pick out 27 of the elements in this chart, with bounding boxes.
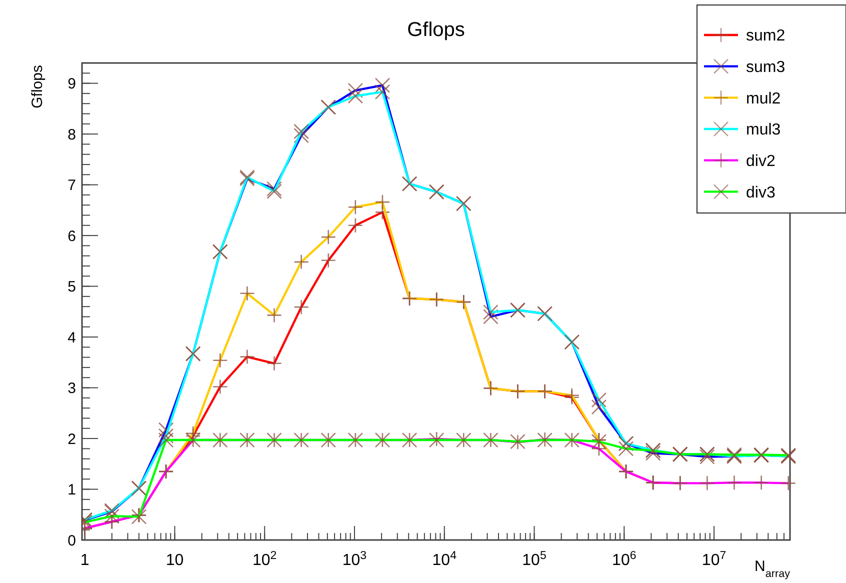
x-tick-label: 10$^{7}$ [702,550,726,569]
x-tick-label: 10$^{4}$ [432,550,458,569]
chart-title: Gflops [407,19,465,41]
y-tick-label: 4 [68,329,76,346]
y-tick-label: 3 [68,380,76,398]
x-tick-label: 1 [80,552,90,569]
y-tick-label: 8 [68,126,76,144]
y-tick-label: 9 [68,76,76,93]
legend-label: mul3 [746,122,781,139]
x-axis-title: N$_{array}$ [754,558,791,580]
y-tick-label: 6 [68,228,76,245]
y-tick-label: 5 [68,278,76,296]
legend-label: sum2 [746,28,786,45]
x-tick-label: 10$^{3}$ [342,550,367,569]
legend-label: sum3 [746,58,786,76]
y-tick-label: 0 [68,532,76,550]
legend-label: div3 [746,184,776,202]
y-tick-label: 1 [68,482,76,499]
legend-label: mul2 [746,90,781,108]
y-tick-label: 2 [68,430,76,448]
y-tick-label: 7 [68,177,76,194]
legend-label: div2 [746,152,776,170]
y-axis-title: Gflops [29,65,46,108]
x-tick-label: 10$^{6}$ [612,550,636,569]
x-tick-label: 10 [166,552,184,569]
x-tick-label: 10$^{5}$ [522,550,546,569]
x-tick-label: 10$^{2}$ [252,550,277,569]
